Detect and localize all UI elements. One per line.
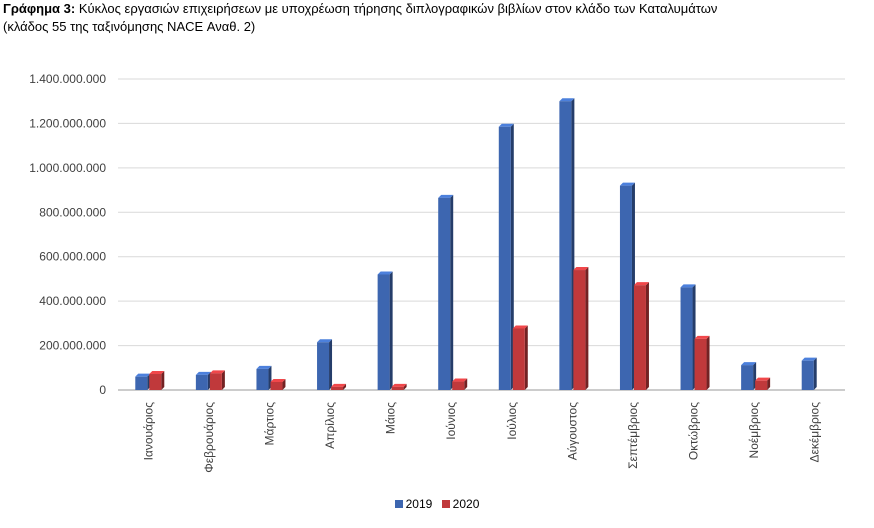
bar-side-2020	[767, 377, 771, 390]
bar-2019	[741, 365, 754, 390]
y-tick-label: 1.200.000.000	[29, 116, 106, 130]
bar-2019	[680, 287, 693, 390]
legend-item-2019: 2019	[394, 497, 433, 511]
bar-side-2019	[510, 123, 514, 390]
legend-label-2019: 2019	[405, 497, 433, 511]
legend-item-2020: 2020	[441, 497, 480, 511]
title-line-2: (κλάδος 55 της ταξινόμησης NACE Αναθ. 2)	[3, 19, 256, 34]
x-tick-label: Μάιος	[384, 402, 398, 434]
bar-2020	[573, 270, 586, 390]
x-tick-label: Ιούλιος	[505, 402, 519, 440]
bar-2019	[317, 342, 330, 390]
bar-2020	[209, 373, 222, 390]
bar-2019	[559, 101, 572, 390]
y-tick-label: 0	[99, 383, 106, 397]
bar-side-2019	[813, 357, 817, 390]
legend-swatch-2020	[441, 500, 450, 508]
bar-side-2020	[161, 371, 165, 390]
x-tick-label: Δεκέμβριος	[808, 402, 822, 463]
figure-label: Γράφημα 3:	[3, 1, 76, 16]
bar-top-2020	[331, 383, 347, 387]
x-tick-label: Οκτώβριος	[687, 402, 701, 460]
chart-title: Γράφημα 3: Κύκλος εργασιών επιχειρήσεων …	[3, 0, 871, 36]
y-tick-label: 400.000.000	[39, 294, 106, 308]
bar-side-2019	[329, 339, 333, 390]
bar-side-2020	[524, 325, 528, 390]
bar-top-2019	[195, 371, 211, 375]
bar-top-2019	[438, 194, 454, 198]
bar-top-2019	[741, 362, 757, 366]
bar-2019	[135, 376, 148, 390]
bar-2020	[149, 374, 162, 390]
bar-side-2020	[343, 383, 347, 390]
bar-2019	[256, 368, 269, 390]
y-tick-label: 200.000.000	[39, 339, 106, 353]
bar-top-2020	[452, 378, 468, 382]
bar-2020	[270, 382, 283, 390]
bar-top-2020	[209, 370, 225, 374]
bar-top-2020	[694, 335, 710, 339]
bar-2020	[633, 285, 646, 390]
bar-top-2019	[680, 284, 696, 288]
bar-side-2019	[450, 194, 454, 390]
bar-top-2020	[270, 379, 286, 383]
bar-2019	[377, 274, 390, 390]
bar-top-2019	[559, 98, 575, 102]
bar-2020	[391, 386, 404, 390]
bar-2020	[694, 338, 707, 390]
bar-top-2019	[801, 357, 817, 361]
bar-side-2020	[585, 267, 589, 390]
y-tick-label: 1.400.000.000	[29, 72, 106, 86]
legend: 2019 2020	[0, 497, 874, 511]
bar-top-2020	[573, 267, 589, 271]
bar-top-2020	[755, 377, 771, 381]
bar-2019	[195, 374, 208, 390]
x-tick-label: Ιούνιος	[444, 402, 458, 440]
x-tick-label: Αύγουστος	[565, 402, 579, 460]
y-tick-label: 1.000.000.000	[29, 161, 106, 175]
bar-side-2020	[403, 383, 407, 390]
bar-top-2019	[377, 271, 393, 275]
bar-side-2020	[221, 370, 225, 390]
y-tick-label: 600.000.000	[39, 250, 106, 264]
bar-2019	[498, 126, 511, 390]
bar-2020	[452, 381, 465, 390]
bar-top-2020	[391, 383, 407, 387]
bar-top-2020	[149, 371, 165, 375]
bar-top-2019	[317, 339, 333, 343]
bar-2020	[755, 380, 768, 390]
bar-2019	[801, 360, 814, 390]
legend-label-2020: 2020	[452, 497, 480, 511]
bar-side-2020	[706, 335, 710, 390]
x-tick-label: Ιανουάριος	[141, 402, 155, 461]
y-tick-label: 800.000.000	[39, 205, 106, 219]
bar-top-2020	[633, 282, 649, 286]
x-tick-label: Απρίλιος	[323, 402, 337, 449]
legend-swatch-2019	[394, 500, 403, 508]
bar-2019	[619, 185, 632, 390]
bar-top-2019	[135, 373, 151, 377]
x-tick-label: Νοέμβριος	[747, 402, 761, 459]
x-tick-label: Σεπτέμβριος	[626, 402, 640, 469]
bar-side-2019	[389, 271, 393, 390]
bar-top-2019	[498, 123, 514, 127]
bar-side-2020	[282, 379, 286, 390]
x-tick-label: Μάρτιος	[262, 402, 276, 446]
x-tick-label: Φεβρουάριος	[202, 402, 216, 473]
bar-side-2020	[645, 282, 649, 390]
bar-side-2020	[464, 378, 468, 390]
bar-2019	[438, 197, 451, 390]
bar-2020	[331, 386, 344, 390]
bar-top-2019	[256, 365, 272, 369]
bar-top-2019	[619, 182, 635, 186]
bar-2020	[512, 328, 525, 390]
title-line-1: Κύκλος εργασιών επιχειρήσεων με υποχρέωσ…	[78, 1, 718, 16]
bar-top-2020	[512, 325, 528, 329]
